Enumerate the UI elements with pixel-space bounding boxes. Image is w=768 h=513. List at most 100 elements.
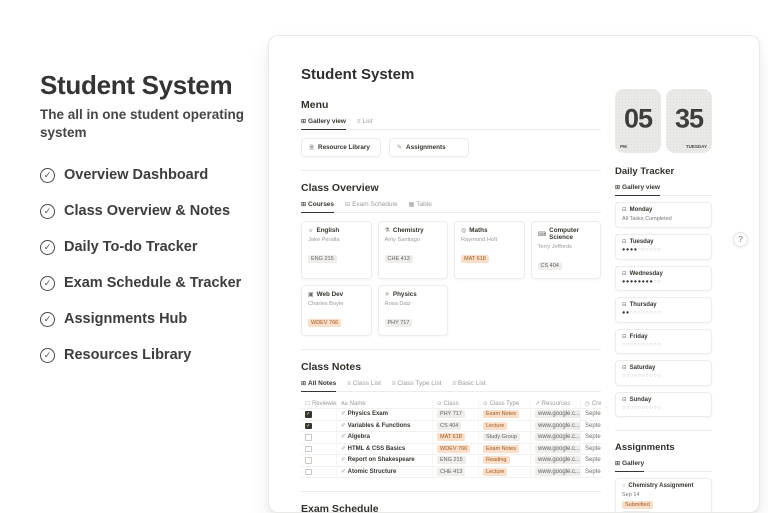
tab-assignments-gallery[interactable]: ⊞ Gallery — [615, 458, 645, 472]
gallery-icon: ⊞ — [615, 185, 621, 191]
edit-icon: ✐ — [341, 411, 346, 418]
created-date: September 1 — [585, 445, 601, 452]
teacher-name: Jake Peralta — [308, 237, 340, 243]
class-tag: CS 404 — [437, 421, 462, 430]
class-type-tag: Reading — [483, 456, 510, 465]
help-button[interactable]: ? — [733, 232, 748, 247]
calendar-icon: ⊟ — [622, 396, 627, 403]
clock-hour: 05 — [623, 103, 653, 134]
menu-card-assignments[interactable]: ✎ Assignments — [389, 138, 469, 157]
table-row[interactable]: ✐ Algebra MAT 618 Study Group www.google.… — [301, 432, 601, 444]
course-icon: ⚛ — [384, 292, 390, 298]
calendar-icon: ⊟ — [622, 270, 627, 277]
tracker-day-card[interactable]: ⊟ Tuesday ●●●●○○○○○○ — [615, 234, 712, 260]
check-circle-icon: ✓ — [40, 239, 55, 255]
course-card-chemistry[interactable]: ⚗ Chemistry Amy Santiago CHE 413 — [377, 221, 448, 279]
edit-icon: ✐ — [341, 457, 346, 464]
created-date: September 1 — [585, 468, 601, 475]
feature-label: Assignments Hub — [64, 311, 188, 328]
clock-meridiem: PM — [620, 144, 627, 149]
course-icon: ☼ — [308, 227, 314, 234]
text-icon: Aa — [341, 400, 348, 407]
feature-label: Daily To-do Tracker — [64, 239, 198, 256]
tab-exam-schedule[interactable]: ⊟ Exam Schedule — [345, 201, 398, 208]
progress-dots: ●●●●●●●●○○ — [622, 278, 662, 285]
checkbox-icon: ☐ — [305, 400, 310, 407]
resource-link[interactable]: www.google.c... — [535, 456, 580, 465]
table-row[interactable]: ✐ HTML & CSS Basics WDEV 766 Exam Notes w… — [301, 443, 601, 455]
reviewed-checkbox[interactable] — [305, 434, 312, 441]
table-row[interactable]: ✐Physics Exam PHY 717 Exam Notes www.goo… — [301, 409, 601, 421]
tab-basic-list[interactable]: ≡ Basic List — [452, 380, 486, 387]
table-row[interactable]: ✐ Atomic Structure CHE 413 Lecture www.go… — [301, 466, 601, 478]
reviewed-checkbox[interactable] — [305, 445, 312, 452]
tab-table[interactable]: ▦ Table — [408, 201, 432, 208]
check-circle-icon: ✓ — [40, 167, 55, 183]
course-card-physics[interactable]: ⚛ Physics Rosa Diaz PHY 717 — [377, 285, 448, 336]
list-icon: ≡ — [347, 380, 351, 387]
course-code-tag: PHY 717 — [384, 319, 413, 327]
course-card-computer-science[interactable]: ⌨ Computer Science Terry Jeffords CS 404 — [530, 221, 601, 279]
reviewed-checkbox[interactable] — [305, 457, 312, 464]
resource-link[interactable]: www.google.c... — [535, 444, 580, 453]
resource-link[interactable]: www.google.c... — [535, 421, 580, 430]
menu-tabs: ⊞ Gallery view ≡ List — [301, 116, 601, 130]
assignment-card[interactable]: ○Chemistry Assignment Sep 14 Submitted C… — [615, 478, 712, 512]
course-card-english[interactable]: ☼ English Jake Peralta ENG 215 — [301, 221, 372, 279]
pencil-icon: ✎ — [397, 145, 403, 151]
gallery-icon: ⊞ — [301, 202, 307, 208]
reviewed-checkbox[interactable] — [305, 411, 312, 418]
tab-list[interactable]: ≡ List — [356, 118, 373, 125]
daily-tracker-tabs: ⊞ Gallery view — [615, 182, 712, 196]
tab-class-list[interactable]: ≡ Class List — [347, 380, 381, 387]
reviewed-checkbox[interactable] — [305, 422, 312, 429]
status-circle-icon: ○ — [622, 483, 626, 489]
edit-icon: ✐ — [341, 422, 346, 429]
calendar-icon: ⊟ — [622, 302, 627, 308]
course-grid: ☼ English Jake Peralta ENG 215 ⚗ Chemistry… — [301, 221, 601, 336]
status-tag: Submitted — [622, 500, 653, 509]
feature-item: ✓ Overview Dashboard — [40, 167, 268, 183]
calendar-icon: ⊟ — [622, 207, 627, 213]
menu-card-resource-library[interactable]: ≣ Resource Library — [301, 138, 381, 157]
tracker-day-card[interactable]: ⊟ Wednesday ●●●●●●●●○○ — [615, 265, 712, 291]
tracker-day-card[interactable]: ⊟ Saturday ○○○○○○○○○○ — [615, 360, 712, 386]
tab-all-notes[interactable]: ⊞ All Notes — [301, 378, 337, 392]
tracker-day-card[interactable]: ⊟ Monday All Tasks Completed — [615, 202, 712, 228]
resource-link[interactable]: www.google.c... — [535, 410, 580, 419]
tracker-day-card[interactable]: ⊟ Thursday ●●○○○○○○○○ — [615, 297, 712, 323]
class-tag: CHE 413 — [437, 467, 466, 476]
tab-class-type-list[interactable]: ≡ Class Type List — [391, 380, 442, 387]
table-header: ☐ Reviewed Aa Name ⊙ Class ⊙ Class Type ↗ Res… — [301, 399, 601, 409]
course-code-tag: WDEV 766 — [308, 319, 342, 327]
teacher-name: Amy Santiago — [384, 237, 420, 243]
day-status: All Tasks Completed — [622, 216, 672, 222]
course-card-maths[interactable]: ◎ Maths Raymond Holt MAT 618 — [454, 221, 525, 279]
tracker-day-card[interactable]: ⊟ Sunday ○○○○○○○○○○ — [615, 391, 712, 417]
tracker-day-card[interactable]: ⊟ Friday ○○○○○○○○○○ — [615, 328, 712, 354]
class-overview-tabs: ⊞ Courses ⊟ Exam Schedule ▦ Table — [301, 199, 601, 213]
tab-gallery-view[interactable]: ⊞ Gallery view — [301, 116, 346, 130]
library-icon: ≣ — [309, 145, 315, 151]
course-card-web-dev[interactable]: ▣ Web Dev Charles Boyle WDEV 766 — [301, 285, 372, 336]
table-row[interactable]: ✐Variables & Functions CS 404 Lecture ww… — [301, 420, 601, 432]
tab-courses[interactable]: ⊞ Courses — [301, 199, 335, 213]
progress-dots: ○○○○○○○○○○ — [622, 404, 662, 411]
assignments-tabs: ⊞ Gallery — [615, 458, 712, 472]
resource-link[interactable]: www.google.c... — [535, 467, 580, 476]
class-type-tag: Exam Notes — [483, 410, 519, 419]
course-icon: ◎ — [461, 228, 467, 234]
hero-panel: Student System The all in one student op… — [40, 70, 268, 383]
resource-link[interactable]: www.google.c... — [535, 433, 580, 442]
class-type-tag: Lecture — [483, 421, 508, 430]
class-notes-table: ☐ Reviewed Aa Name ⊙ Class ⊙ Class Type ↗ Res… — [301, 399, 601, 478]
created-date: September 1 — [585, 457, 601, 464]
calendar-icon: ⊟ — [622, 239, 627, 245]
clock-hour-tile: 05 PM — [615, 89, 661, 153]
tab-tracker-gallery-view[interactable]: ⊞ Gallery view — [615, 182, 660, 196]
menu-heading: Menu — [301, 99, 329, 111]
note-name: HTML & CSS Basics — [347, 445, 406, 452]
created-date: September 1 — [585, 434, 601, 441]
reviewed-checkbox[interactable] — [305, 468, 312, 475]
table-row[interactable]: ✐ Report on Shakespeare ENG 215 Reading w… — [301, 455, 601, 467]
